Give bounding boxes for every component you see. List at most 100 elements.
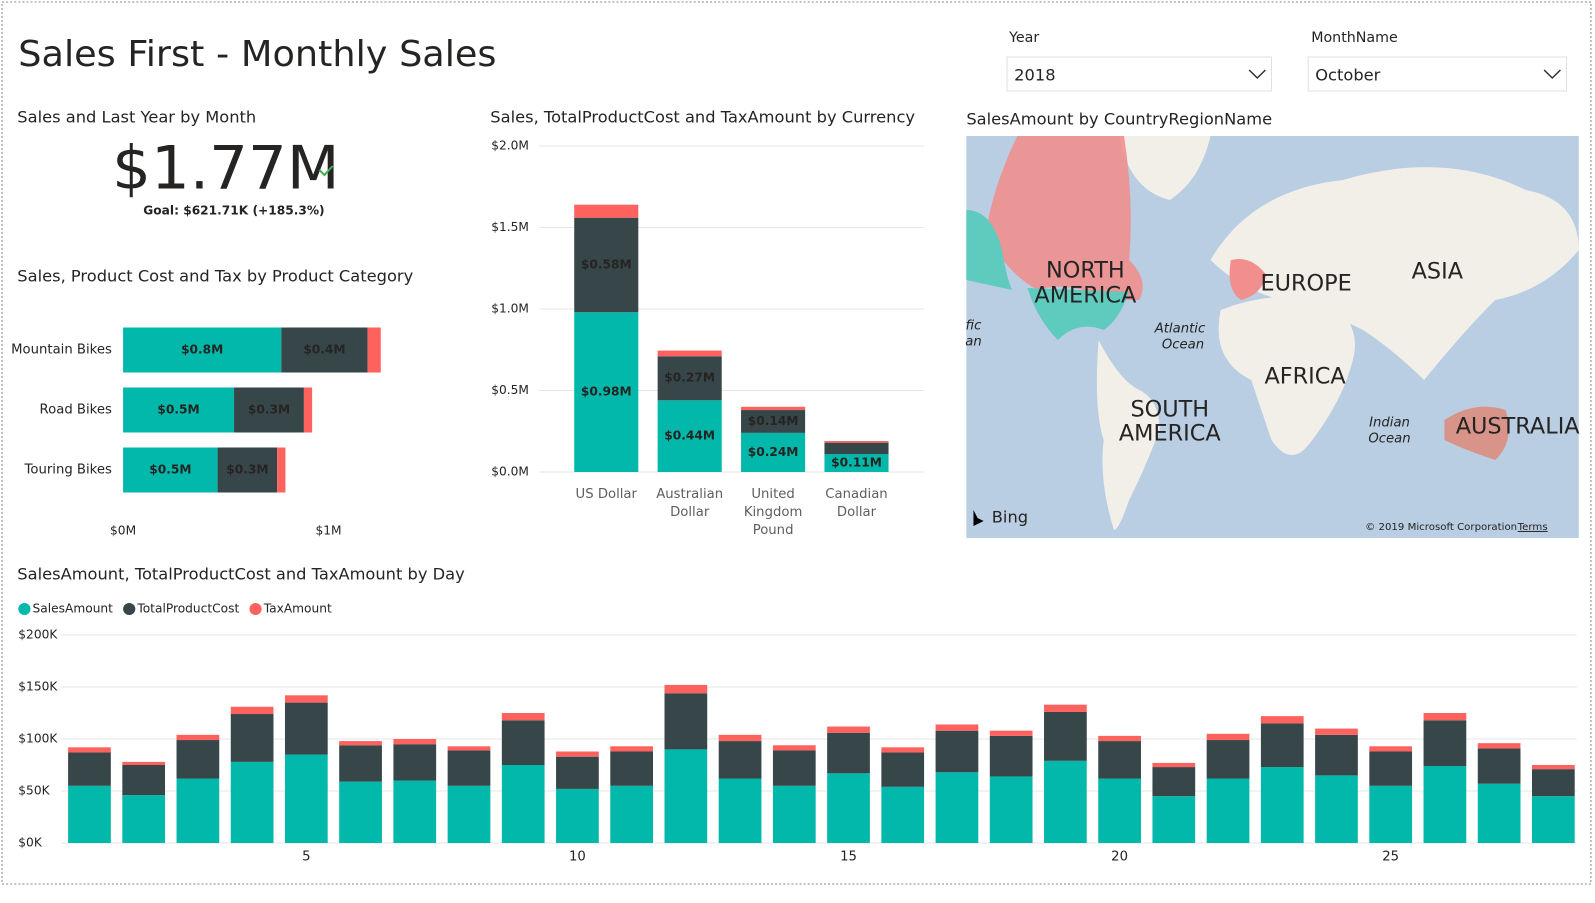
bar-segment [123,327,282,373]
bar-segment [718,741,762,779]
bar-segment [1260,716,1304,724]
data-label: $0.3M [226,463,268,477]
data-label: $0.5M [157,403,199,417]
bar-segment [447,785,491,843]
map-label: fic [966,319,983,334]
legend-swatch [249,603,262,615]
bar-segment [881,786,925,843]
bar-segment [1315,775,1358,843]
bar-segment [339,741,382,746]
map-label: ASIA [1412,259,1463,285]
bar-segment [393,744,437,781]
bar-segment [772,745,816,751]
region-highlight [1229,259,1267,300]
legend-label: TotalProductCost [136,602,239,616]
bar-segment [303,387,313,433]
bar-segment [122,765,166,796]
data-label: $0.5M [149,463,191,477]
bar-segment [664,749,708,843]
bar-segment [447,750,491,786]
land [1210,167,1579,380]
y-tick-label: Road Bikes [40,403,112,418]
region-highlight [1027,288,1130,340]
bar-segment [574,312,639,472]
bar-segment [284,754,328,843]
chart-title: Sales, TotalProductCost and TaxAmount by… [490,108,915,127]
bar-segment [176,740,220,779]
y-tick-label: $1.0M [491,302,529,316]
y-tick-label: $50K [18,784,50,798]
y-tick-label: $100K [18,732,58,746]
chevron [1248,69,1266,80]
bar-segment [772,750,816,786]
bar-segment [367,327,381,373]
bar-segment [1260,767,1304,843]
bar-segment [68,752,111,786]
bar-segment [339,745,382,782]
land [1096,340,1160,530]
bar-segment [741,406,806,411]
bar-segment [1260,723,1304,768]
data-label: $0.4M [303,343,345,357]
bar-segment [68,747,111,753]
bing-logo [973,510,984,526]
x-tick-label: US Dollar [576,487,637,502]
bar-segment [1531,765,1575,770]
bar-segment [610,785,654,843]
bar-segment [574,204,639,218]
legend-label: SalesAmount [33,602,114,616]
bar-segment [230,706,274,715]
bar-segment [1206,778,1250,843]
bar-segment [1423,766,1467,843]
bar-segment [657,356,722,401]
bar-segment [393,739,437,745]
bar-segment [1477,743,1521,749]
bar-segment [881,752,925,787]
bar-segment [123,387,235,433]
bar-segment [1369,785,1413,843]
bar-segment [989,776,1033,843]
bar-segment [989,730,1033,736]
bar-segment [1315,728,1358,735]
bar-segment [1044,711,1087,761]
bar-segment [1152,796,1196,843]
bar-segment [1423,713,1467,721]
slicer-dropdown[interactable] [1307,56,1568,92]
bar-segment [284,695,328,703]
chart-title: Sales, Product Cost and Tax by Product C… [17,267,413,286]
x-tick-label: $0M [110,524,136,538]
card-title: Sales and Last Year by Month [17,108,256,127]
bar-segment [176,778,220,843]
map-copyright: © 2019 Microsoft Corporation [1365,522,1517,533]
land [1118,136,1211,200]
bar-segment [1152,762,1196,768]
y-tick-label: Touring Bikes [24,463,113,478]
x-tick-text: Canadian Dollar [825,487,888,520]
map-label: NORTH [1046,258,1125,284]
map-label: AMERICA [1034,283,1136,309]
x-tick-label: 5 [302,850,310,865]
map-terms[interactable]: Terms [1517,522,1548,533]
bar-segment [718,734,762,742]
bar-segment [230,714,274,762]
bar-segment [935,730,979,773]
slicer-dropdown[interactable] [1006,56,1273,92]
x-tick-label: 15 [840,850,857,865]
bar-segment [718,778,762,843]
map-label: AFRICA [1264,364,1345,390]
bar-segment [447,746,491,751]
bar-segment [1423,720,1467,767]
bar-segment [827,732,870,774]
bar-segment [1477,783,1521,843]
y-tick-label: $150K [18,680,58,694]
bar-segment [393,780,437,843]
y-tick-label: $1.5M [491,220,529,234]
bar-segment [230,761,274,843]
y-tick-label: $0.5M [491,383,529,397]
x-tick-label: 10 [569,850,586,865]
land [1218,296,1355,455]
bar-segment [657,400,722,472]
bar-segment [1098,778,1141,843]
bar-segment [234,387,304,433]
